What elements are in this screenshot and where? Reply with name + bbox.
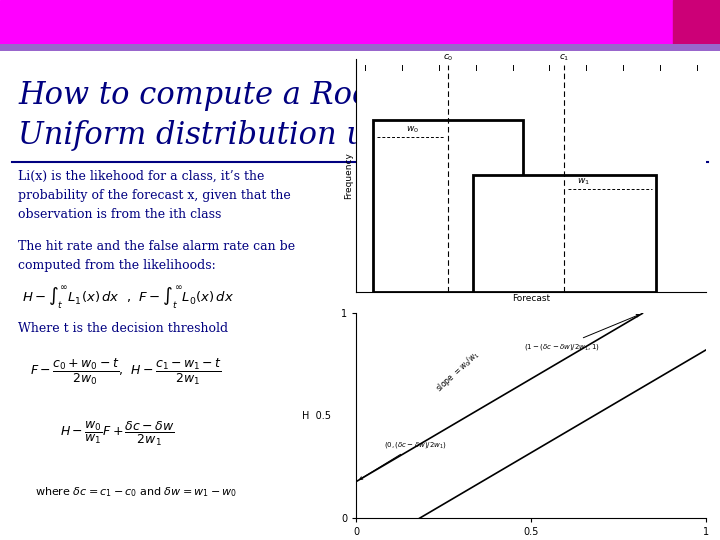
Text: where $\delta c = c_1 - c_0$ and $\delta w = w_1 - w_0$: where $\delta c = c_1 - c_0$ and $\delta…	[35, 485, 237, 499]
Text: $(1-(\delta c-\delta w)/2w_1, 1)$: $(1-(\delta c-\delta w)/2w_1, 1)$	[524, 314, 639, 352]
Y-axis label: Frequency: Frequency	[345, 152, 354, 199]
Text: Uniform distribution underlying: Uniform distribution underlying	[18, 120, 513, 151]
Text: The hit rate and the false alarm rate can be
computed from the likelihoods:: The hit rate and the false alarm rate ca…	[18, 240, 295, 272]
Text: $w_1$: $w_1$	[577, 177, 590, 187]
Bar	[673, 0, 720, 46]
Bar	[373, 119, 523, 292]
Text: $H - \dfrac{w_0}{w_1} F + \dfrac{\delta c - \delta w}{2w_1}$: $H - \dfrac{w_0}{w_1} F + \dfrac{\delta …	[60, 420, 175, 448]
Text: $c_1$: $c_1$	[559, 52, 570, 63]
Text: $(0,(\delta c-\delta w)/2w_1)$: $(0,(\delta c-\delta w)/2w_1)$	[360, 440, 447, 480]
Text: How to compute a Roc curve with: How to compute a Roc curve with	[18, 80, 543, 111]
X-axis label: Forecast: Forecast	[512, 294, 550, 303]
Text: Li(x) is the likehood for a class, it’s the
probability of the forecast x, given: Li(x) is the likehood for a class, it’s …	[18, 170, 291, 221]
Text: $w_0$: $w_0$	[406, 125, 419, 135]
Text: $H - \int_{t}^{\infty} L_1(x)\,dx$  ,  $F - \int_{t}^{\infty} L_0(x)\,dx$: $H - \int_{t}^{\infty} L_1(x)\,dx$ , $F …	[22, 285, 234, 312]
Bar	[473, 174, 656, 292]
Text: $c_0$: $c_0$	[443, 52, 453, 63]
Text: $F - \dfrac{c_0 + w_0 - t}{2w_0}$,  $H - \dfrac{c_1 - w_1 - t}{2w_1}$: $F - \dfrac{c_0 + w_0 - t}{2w_0}$, $H - …	[30, 357, 222, 387]
Text: Where t is the decision threshold: Where t is the decision threshold	[18, 322, 228, 335]
Y-axis label: H  0.5: H 0.5	[302, 411, 330, 421]
Text: slope $= w_0/w_1$: slope $= w_0/w_1$	[433, 348, 483, 395]
